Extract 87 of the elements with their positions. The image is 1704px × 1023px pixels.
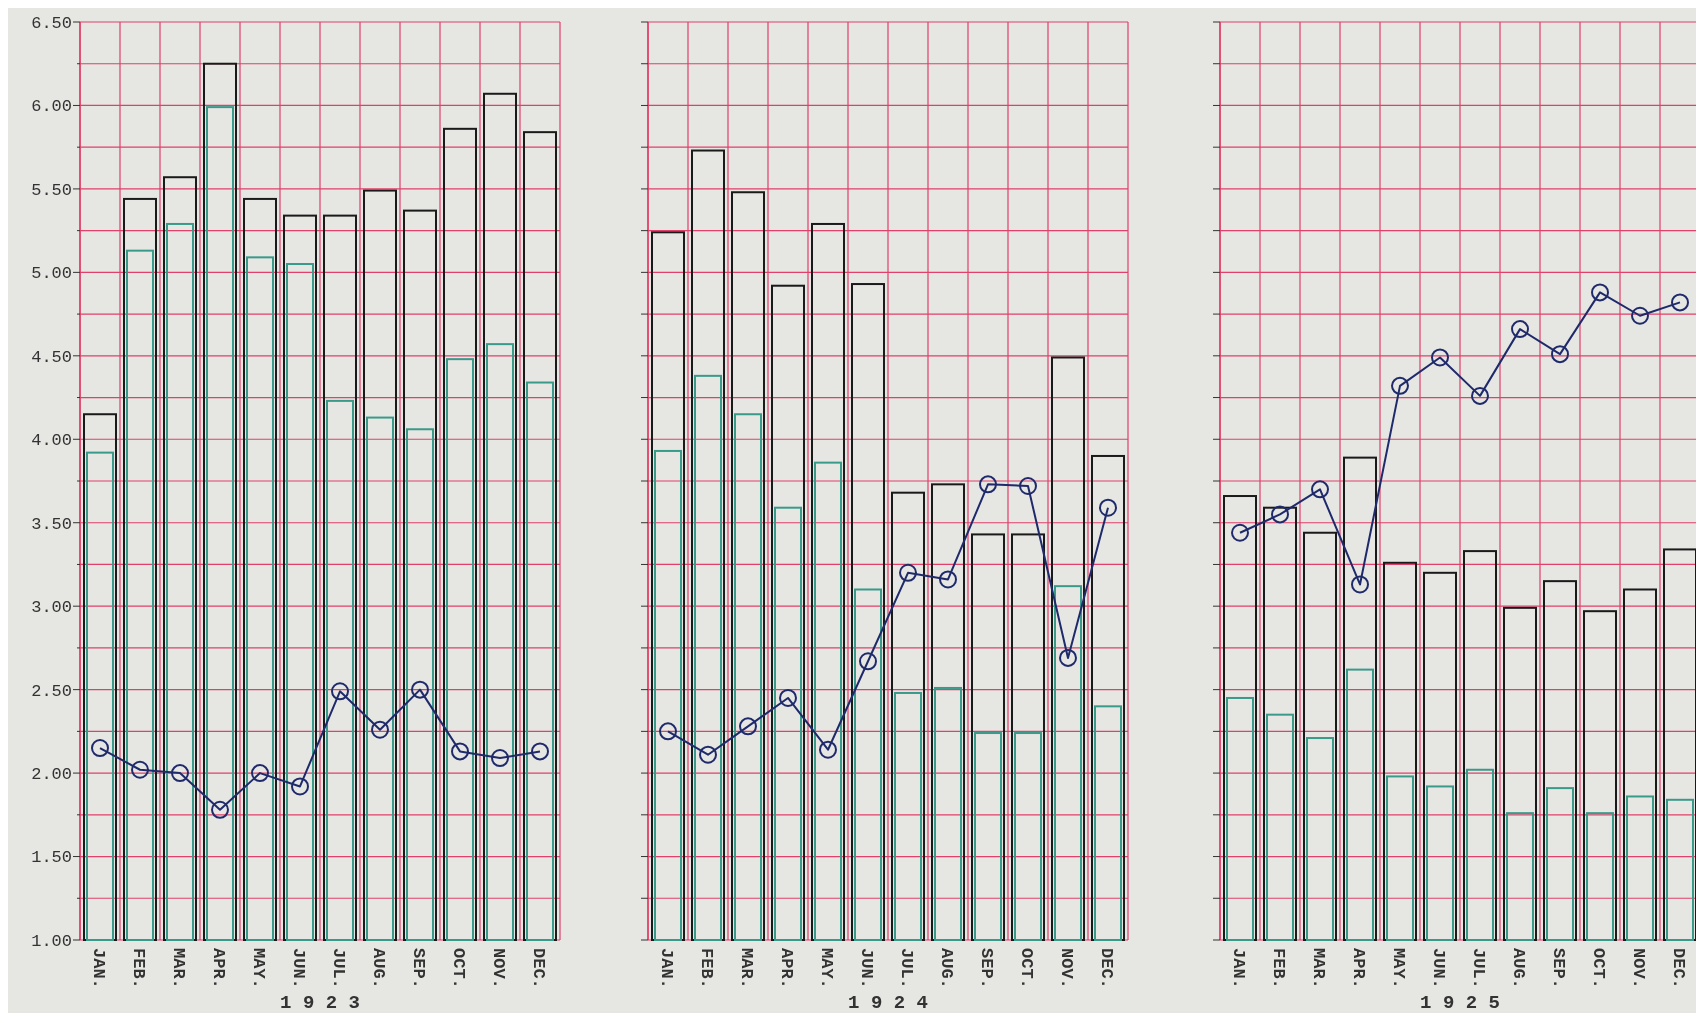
point <box>1631 306 1649 325</box>
y-tick-label: 3.50 <box>31 514 72 534</box>
x-tick-label: OCT. <box>449 948 469 989</box>
x-tick-label: JAN. <box>89 948 109 989</box>
x-tick-label: MAY. <box>1389 948 1409 989</box>
y-tick-label: 4.50 <box>31 347 72 367</box>
point <box>371 720 389 739</box>
x-tick-label: MAY. <box>817 948 837 989</box>
point <box>979 475 997 494</box>
y-tick-label: 3.00 <box>31 598 72 618</box>
point <box>899 563 917 582</box>
point <box>251 764 269 783</box>
point <box>1311 480 1329 499</box>
x-tick-label: NOV. <box>489 948 509 989</box>
x-tick-label: AUG. <box>937 948 957 989</box>
x-tick-label: FEB. <box>129 948 149 989</box>
x-tick-label: JUN. <box>1429 948 1449 989</box>
x-tick-label: JUL. <box>329 948 349 989</box>
point <box>659 722 677 741</box>
point <box>819 740 837 759</box>
point <box>211 800 229 819</box>
point <box>411 680 429 699</box>
x-tick-label: JAN. <box>657 948 677 989</box>
point <box>291 777 309 796</box>
x-tick-label: APR. <box>209 948 229 989</box>
x-tick-label: NOV. <box>1629 948 1649 989</box>
x-tick-label: MAR. <box>1309 948 1329 989</box>
x-tick-label: JUL. <box>1469 948 1489 989</box>
x-tick-label: OCT. <box>1017 948 1037 989</box>
point <box>331 682 349 701</box>
x-tick-label: DEC. <box>529 948 549 989</box>
point <box>1271 505 1289 524</box>
x-tick-label: DEC. <box>1097 948 1117 989</box>
x-tick-label: AUG. <box>1509 948 1529 989</box>
y-tick-label: 6.50 <box>31 13 72 33</box>
x-tick-label: APR. <box>777 948 797 989</box>
point <box>859 652 877 671</box>
y-tick-label: 5.00 <box>31 264 72 284</box>
y-tick-label: 4.00 <box>31 431 72 451</box>
x-tick-label: JAN. <box>1229 948 1249 989</box>
x-tick-label: FEB. <box>1269 948 1289 989</box>
x-tick-label: APR. <box>1349 948 1369 989</box>
point <box>451 742 469 761</box>
y-tick-label: 5.50 <box>31 180 72 200</box>
point <box>1391 376 1409 395</box>
point <box>1059 648 1077 667</box>
point <box>1019 477 1037 496</box>
point <box>131 760 149 779</box>
x-tick-label: MAR. <box>737 948 757 989</box>
y-tick-label: 6.00 <box>31 97 72 117</box>
x-tick-label: JUN. <box>857 948 877 989</box>
point <box>1591 283 1609 302</box>
x-axis-title: 1 9 2 3 <box>280 992 360 1014</box>
x-tick-label: AUG. <box>369 948 389 989</box>
point <box>491 749 509 768</box>
x-tick-label: SEP. <box>977 948 997 989</box>
x-tick-label: MAY. <box>249 948 269 989</box>
x-tick-label: JUN. <box>289 948 309 989</box>
point <box>91 739 109 758</box>
point <box>171 764 189 783</box>
x-axis-title: 1 9 2 4 <box>848 992 928 1014</box>
point <box>779 688 797 707</box>
x-tick-label: JUL. <box>897 948 917 989</box>
point <box>1231 523 1249 542</box>
y-tick-label: 2.00 <box>31 765 72 785</box>
x-tick-label: SEP. <box>409 948 429 989</box>
x-axis-title: 1 9 2 5 <box>1420 992 1500 1014</box>
point <box>1671 293 1689 312</box>
point <box>1351 575 1369 594</box>
x-tick-label: OCT. <box>1589 948 1609 989</box>
y-tick-label: 1.50 <box>31 848 72 868</box>
point <box>1511 320 1529 339</box>
y-tick-label: 2.50 <box>31 681 72 701</box>
point <box>531 742 549 761</box>
point <box>1471 386 1489 405</box>
y-tick-label: 1.00 <box>31 931 72 951</box>
point <box>1431 348 1449 367</box>
x-tick-label: SEP. <box>1549 948 1569 989</box>
point <box>1551 345 1569 364</box>
x-tick-label: NOV. <box>1057 948 1077 989</box>
point <box>739 717 757 736</box>
x-tick-label: FEB. <box>697 948 717 989</box>
point <box>1099 498 1117 517</box>
point <box>939 570 957 589</box>
x-tick-label: DEC. <box>1669 948 1689 989</box>
x-tick-label: MAR. <box>169 948 189 989</box>
point <box>699 745 717 764</box>
